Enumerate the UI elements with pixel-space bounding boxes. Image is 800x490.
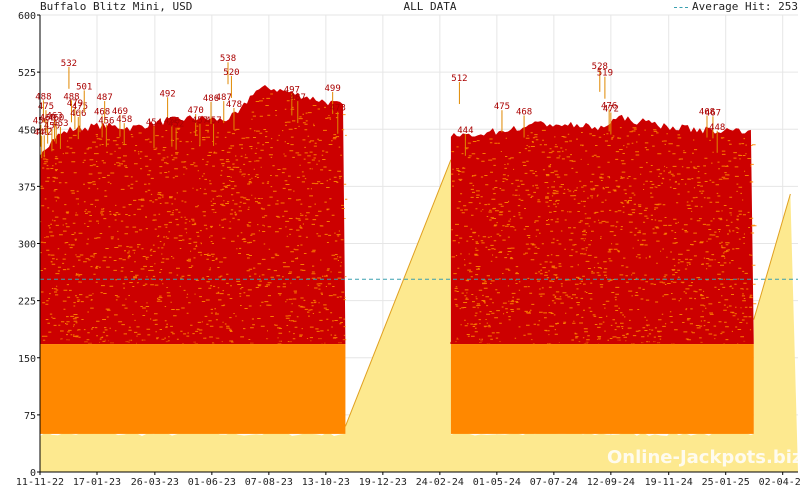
peak-label: 473: [330, 104, 346, 114]
peak-label: 478: [226, 100, 242, 110]
peak-label: 456: [164, 117, 180, 127]
peak-label: 448: [709, 123, 725, 133]
peak-label: 519: [597, 69, 613, 79]
y-tick-label: 375: [18, 182, 36, 193]
peak-label: 468: [699, 108, 715, 118]
y-tick-label: 225: [18, 297, 36, 308]
peak-label: 456: [33, 117, 49, 127]
peak-label: 450: [44, 121, 60, 131]
peak-label: 501: [76, 82, 92, 92]
peak-label: 463: [46, 111, 62, 121]
data-area: [39, 84, 798, 472]
segment-period-2: [450, 114, 757, 434]
orange-band: [450, 344, 754, 434]
x-tick-label: 19-12-23: [359, 477, 407, 488]
x-tick-label: 12-09-24: [587, 477, 635, 488]
x-tick-label: 02-04-25: [759, 477, 800, 488]
y-tick-label: 525: [18, 68, 36, 79]
x-tick-label: 25-01-25: [702, 477, 750, 488]
peak-label: 488: [63, 92, 79, 102]
x-tick-label: 26-03-23: [131, 477, 179, 488]
x-tick-label: 01-06-23: [188, 477, 236, 488]
y-tick-label: 150: [18, 354, 36, 365]
peak-label: 466: [70, 109, 86, 119]
peak-label: 456: [98, 117, 114, 127]
peak-label: 469: [112, 107, 128, 117]
peak-label: 458: [116, 115, 132, 125]
peak-label: 453: [52, 119, 68, 129]
peak-label: 520: [223, 68, 239, 78]
tail-line: [753, 193, 791, 320]
band-edge: [450, 338, 754, 345]
texture: [40, 93, 348, 345]
y-tick-label: 450: [18, 125, 36, 136]
peak-labels: 4564414884424754604504634604535324884794…: [33, 54, 725, 159]
peak-label: 476: [601, 101, 617, 111]
x-tick-label: 07-08-23: [245, 477, 293, 488]
peak-label: 475: [38, 102, 54, 112]
peak-label: 528: [592, 62, 608, 72]
peak-label: 475: [494, 102, 510, 112]
peak-label: 460: [48, 114, 64, 124]
peak-label: 470: [188, 106, 204, 116]
x-tick-label: 13-10-23: [302, 477, 350, 488]
x-tick-label: 01-05-24: [473, 477, 521, 488]
y-tick-label: 0: [30, 468, 36, 479]
chart-subtitle: ALL DATA: [403, 0, 457, 13]
peak-label: 457: [205, 116, 221, 126]
peak-label: 460: [40, 114, 56, 124]
axes: 0 75 150 225 300 375 450 525 600 11-11-22 17-01-23…: [16, 11, 800, 488]
peak-label: 467: [705, 108, 721, 118]
average-line-swatch: [674, 6, 689, 8]
peak-label: 468: [516, 108, 532, 118]
segment-period-1: [39, 84, 348, 434]
peak-label: 454: [146, 118, 162, 128]
x-tick-label: 24-02-24: [416, 477, 464, 488]
average-hit-legend: Average Hit: 253: [674, 0, 798, 14]
peak-label: 492: [159, 89, 175, 99]
peak-label: 475: [72, 102, 88, 112]
x-tick-label: 07-07-24: [530, 477, 578, 488]
peak-label: 452: [168, 120, 184, 130]
peak-label: 479: [67, 99, 83, 109]
peak-label: 538: [220, 54, 236, 64]
peak-label: 442: [36, 127, 52, 137]
peak-label: 497: [284, 85, 300, 95]
peak-label: 444: [457, 126, 473, 136]
peak-label: 457: [192, 116, 208, 126]
peak-label: 468: [94, 108, 110, 118]
peak-label: 532: [61, 59, 77, 69]
peak-label: 441: [34, 128, 50, 138]
x-tick-label: 19-11-24: [645, 477, 693, 488]
peak-label: 472: [603, 104, 619, 114]
orange-band: [40, 344, 346, 434]
peak-label: 499: [325, 84, 341, 94]
peak-label: 487: [216, 93, 232, 103]
background-area: [40, 159, 798, 472]
peak-label: 512: [451, 74, 467, 84]
x-tick-label: 11-11-22: [16, 477, 64, 488]
peak-label: 487: [97, 93, 113, 103]
peak-label: 488: [35, 92, 51, 102]
chart-title: Buffalo Blitz Mini, USD: [40, 0, 193, 13]
y-tick-label: 75: [24, 411, 36, 422]
watermark: Online-Jackpots.biz: [607, 447, 800, 468]
x-tick-label: 17-01-23: [73, 477, 121, 488]
average-hit-label: Average Hit: 253: [692, 0, 798, 13]
peak-label: 486: [203, 94, 219, 104]
y-tick-label: 300: [18, 240, 36, 251]
peak-label: 487: [290, 93, 306, 103]
gap-line: [344, 159, 452, 427]
y-tick-label: 600: [18, 11, 36, 22]
